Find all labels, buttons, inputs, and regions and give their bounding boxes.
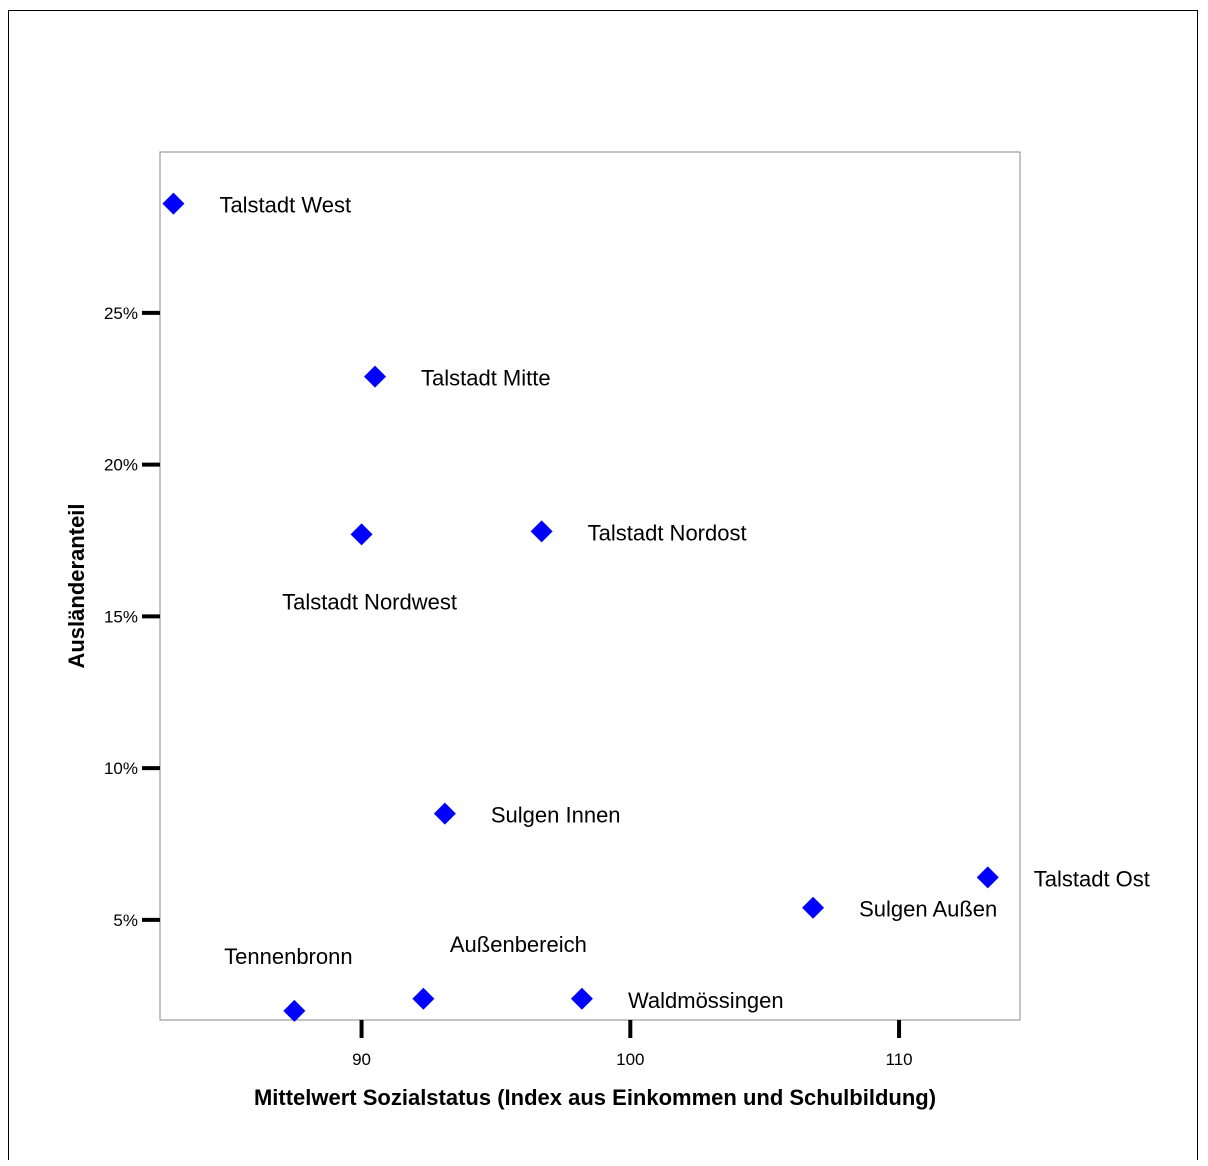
data-point <box>283 999 306 1022</box>
x-axis: 90 100 110 <box>352 1020 913 1069</box>
point-label: Talstadt Nordost <box>588 520 747 545</box>
point-label: Tennenbronn <box>224 944 352 969</box>
y-tick-label: 5% <box>113 911 138 930</box>
data-point <box>976 866 999 889</box>
point-label: Waldmössingen <box>628 988 784 1013</box>
x-tick-label: 110 <box>886 1050 913 1069</box>
data-points <box>162 192 999 1022</box>
point-labels: Talstadt West Talstadt Mitte Talstadt Nord… <box>219 193 1149 1013</box>
figure-frame <box>8 10 1198 1160</box>
point-label: Sulgen Außen <box>859 897 997 922</box>
x-tick-label: 100 <box>616 1050 644 1069</box>
y-tick-label: 25% <box>104 304 138 323</box>
data-point <box>162 192 185 215</box>
x-tick-label: 90 <box>352 1050 371 1069</box>
y-tick-label: 10% <box>104 759 138 778</box>
point-label: Sulgen Innen <box>491 803 621 828</box>
data-point <box>350 523 373 546</box>
data-point <box>570 987 593 1010</box>
point-label: Talstadt Ost <box>1034 866 1150 891</box>
point-label: Talstadt West <box>219 193 351 218</box>
data-point <box>433 802 456 825</box>
point-label: Außenbereich <box>450 932 587 957</box>
x-axis-title: Mittelwert Sozialstatus (Index aus Einko… <box>254 1085 936 1110</box>
point-label: Talstadt Mitte <box>421 366 551 391</box>
data-point <box>802 896 825 919</box>
y-axis: 5% 10% 15% 20% 25% <box>104 304 160 930</box>
y-axis-title: Ausländeranteil <box>64 503 89 668</box>
data-point <box>364 365 386 388</box>
data-point <box>412 987 435 1010</box>
plot-area <box>159 151 1021 1021</box>
data-point <box>530 520 553 543</box>
point-label: Talstadt Nordwest <box>282 589 457 614</box>
y-tick-label: 20% <box>104 456 138 475</box>
y-tick-label: 15% <box>104 607 138 626</box>
